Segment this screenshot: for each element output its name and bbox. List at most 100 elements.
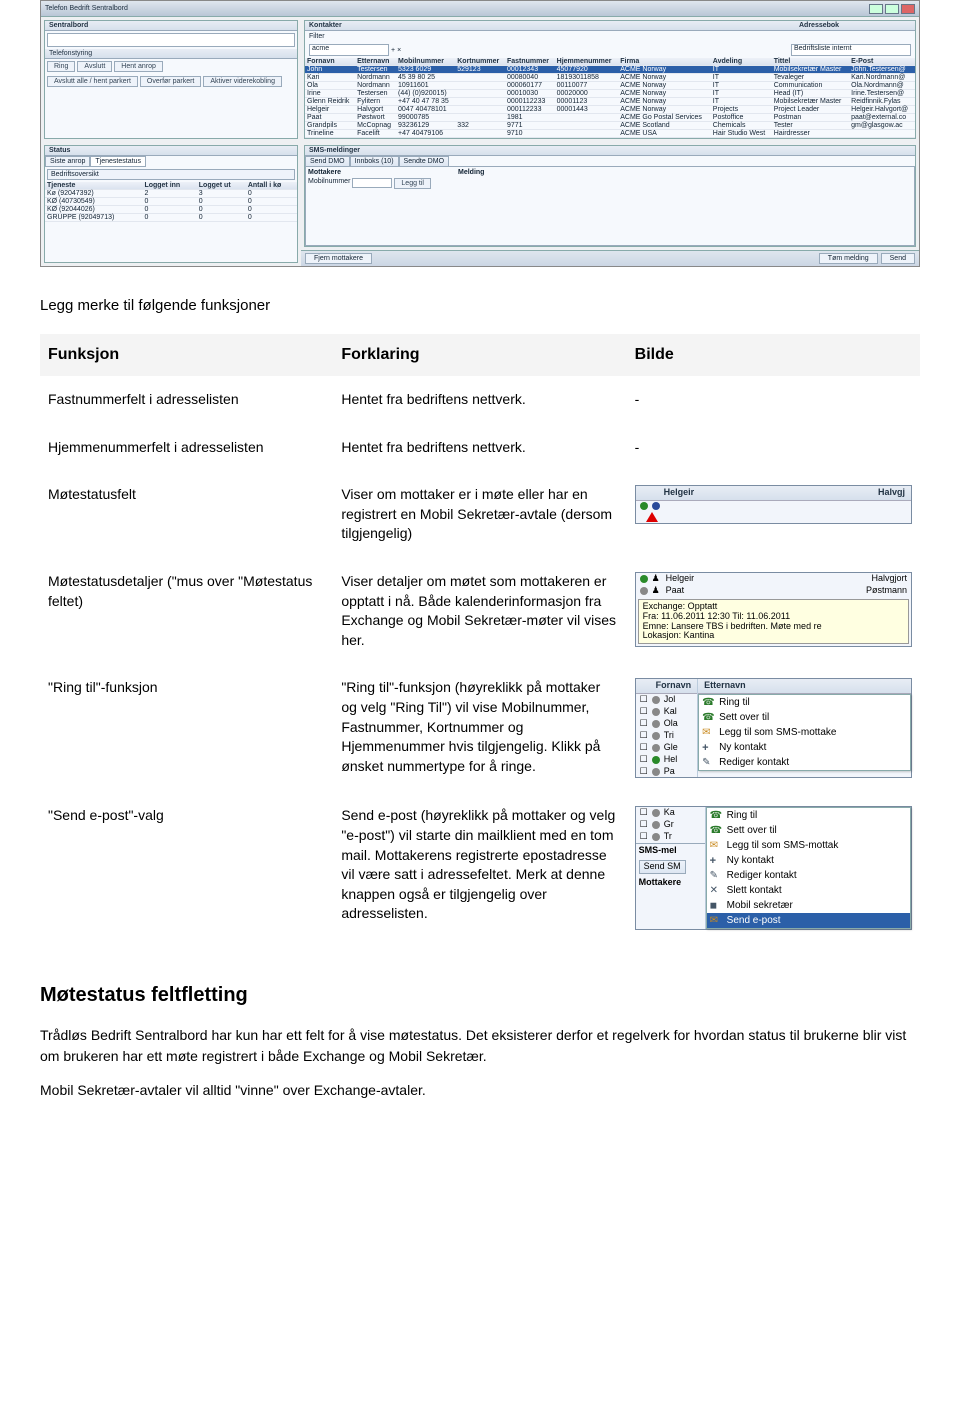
person-icon: ♟: [652, 574, 662, 584]
status-dot-icon: [652, 732, 660, 740]
list-item[interactable]: ☐Hel: [636, 754, 698, 766]
right-column: Kontakter Adressebok Filter acme + × Bed…: [301, 17, 919, 266]
funksjon-cell: Møtestatusfelt: [40, 471, 333, 558]
sms-tab[interactable]: Sendte DMO: [399, 156, 449, 166]
mail-icon: [710, 915, 722, 927]
clear-message-button[interactable]: Tøm melding: [819, 253, 878, 264]
contact-row[interactable]: OlaNordmann1091160100006017700110077ACME…: [305, 82, 915, 90]
maximize-icon[interactable]: [885, 4, 899, 14]
menu-item[interactable]: Rediger kontakt: [707, 868, 910, 883]
close-icon[interactable]: [901, 4, 915, 14]
contacts-header[interactable]: Etternavn: [355, 58, 396, 66]
phone-icon: [702, 712, 714, 724]
contact-row[interactable]: GrandpilsMcCopnag932361293329771ACME Sco…: [305, 122, 915, 130]
contact-row[interactable]: HelgeirHalvgort0047 40478101000112233000…: [305, 106, 915, 114]
call-button[interactable]: Avslutt: [77, 61, 112, 72]
contact-filter-input[interactable]: acme: [309, 44, 389, 56]
sms-tab[interactable]: Innboks (10): [350, 156, 399, 166]
queue-header: Logget ut: [197, 182, 246, 190]
list-item[interactable]: ☐Ola: [636, 718, 698, 730]
status-dot-icon: [640, 502, 648, 510]
sms-number-input[interactable]: [352, 178, 392, 188]
contacts-header[interactable]: Fastnummer: [505, 58, 555, 66]
intro-text: Legg merke til følgende funksjoner: [40, 297, 920, 314]
phone-icon: [710, 810, 722, 822]
contact-row[interactable]: IrineTestersen(44) (0)920015)00010030000…: [305, 90, 915, 98]
call-button[interactable]: Avslutt alle / hent parkert: [47, 76, 138, 87]
contacts-header[interactable]: Fornavn: [305, 58, 355, 66]
call-button[interactable]: Hent anrop: [114, 61, 163, 72]
menu-item[interactable]: Sett over til: [707, 823, 910, 838]
sms-tab[interactable]: Send DMO: [305, 156, 350, 166]
menu-item[interactable]: Ring til: [699, 695, 910, 710]
contact-row[interactable]: PaatPøstwort990007851981ACME Go Postal S…: [305, 114, 915, 122]
contact-row[interactable]: JohnTestersen5323 6029529123000123434507…: [305, 66, 915, 74]
list-item[interactable]: ☐Gle: [636, 742, 698, 754]
search-input[interactable]: [47, 33, 295, 47]
sms-leggtil-button[interactable]: Legg til: [394, 178, 431, 189]
status-dot-icon: [652, 833, 660, 841]
menu-item[interactable]: Ny kontakt: [699, 740, 910, 755]
filter-label: Filter: [309, 33, 325, 40]
contacts-header[interactable]: Firma: [618, 58, 711, 66]
menu-item[interactable]: Send e-post: [707, 913, 910, 928]
sms-tab[interactable]: Send SM: [639, 860, 686, 874]
clear-recipients-button[interactable]: Fjern mottakere: [305, 253, 372, 264]
list-item[interactable]: ☐Pa: [636, 766, 698, 778]
menu-item[interactable]: Ring til: [707, 808, 910, 823]
status-toolbar[interactable]: Bedriftsoversikt: [47, 169, 295, 180]
menu-item[interactable]: Rediger kontakt: [699, 755, 910, 770]
call-button[interactable]: Overfør parkert: [140, 76, 201, 87]
sms-body: Mottakere Mobilnummer Legg til Melding: [305, 166, 915, 246]
adressebok-select[interactable]: Bedriftsliste internt: [791, 44, 911, 56]
col-forklaring: Forklaring: [333, 334, 626, 376]
queue-header: Logget inn: [142, 182, 196, 190]
filter-clear-icon[interactable]: ×: [397, 47, 401, 54]
status-tab[interactable]: Tjenestestatus: [90, 156, 146, 167]
mottakere-label: Mottakere: [636, 876, 705, 890]
contacts-header[interactable]: Avdeling: [711, 58, 772, 66]
queue-row: Kø (92047392)230: [45, 189, 297, 197]
call-buttons: RingAvsluttHent anrop: [45, 59, 297, 74]
list-item[interactable]: ☐Gr: [636, 819, 705, 831]
thumb-ringtil: Fornavn ☐Jol☐Kal☐Ola☐Tri☐Gle☐Hel☐Pa Ette…: [635, 678, 912, 778]
panel-title: Sentralbord: [45, 21, 297, 31]
table-row: "Ring til"-funksjon "Ring til"-funksjon …: [40, 664, 920, 792]
menu-item[interactable]: Slett kontakt: [707, 883, 910, 898]
contacts-header[interactable]: E-Post: [849, 58, 915, 66]
status-dot-icon: [652, 756, 660, 764]
status-dot-icon: [652, 768, 660, 776]
table-row: Møtestatusdetaljer ("mus over "Møtestatu…: [40, 558, 920, 664]
menu-item[interactable]: Ny kontakt: [707, 853, 910, 868]
thumb-motestatus-details: ♟ Helgeir Halvgjort ♟ Paat Pøstmann Exch…: [635, 572, 912, 647]
menu-item[interactable]: Mobil sekretær: [707, 898, 910, 913]
contact-row[interactable]: Glenn ReidrikFylitern+47 40 47 78 350000…: [305, 98, 915, 106]
sentralbord-screenshot: Telefon Bedrift Sentralbord Sentralbord …: [40, 0, 920, 267]
contacts-header[interactable]: Mobilnummer: [396, 58, 455, 66]
call-button[interactable]: Ring: [47, 61, 75, 72]
menu-item[interactable]: Legg til som SMS-mottak: [707, 838, 910, 853]
menu-item[interactable]: Sett over til: [699, 710, 910, 725]
menu-item[interactable]: Legg til som SMS-mottake: [699, 725, 910, 740]
queue-row: GRUPPE (92049713)000: [45, 213, 297, 221]
list-item[interactable]: ☐Jol: [636, 694, 698, 706]
call-button[interactable]: Aktiver viderekobling: [203, 76, 282, 87]
list-item[interactable]: ☐Tr: [636, 831, 705, 843]
minimize-icon[interactable]: [869, 4, 883, 14]
status-tab[interactable]: Siste anrop: [45, 156, 90, 167]
send-button[interactable]: Send: [881, 253, 915, 264]
list-item[interactable]: ☐Tri: [636, 730, 698, 742]
funksjon-cell: "Send e-post"-valg: [40, 792, 333, 944]
detail-role: Halvgjort: [871, 574, 907, 584]
table-row: Hjemmenummerfelt i adresselisten Hentet …: [40, 424, 920, 472]
list-item[interactable]: ☐Ka: [636, 807, 705, 819]
contacts-header[interactable]: Kortnummer: [455, 58, 505, 66]
list-item[interactable]: ☐Kal: [636, 706, 698, 718]
contacts-header[interactable]: Hjemmenummer: [555, 58, 619, 66]
status-dot-icon: [652, 708, 660, 716]
contact-row[interactable]: KariNordmann45 39 80 2500080040181930118…: [305, 74, 915, 82]
filter-add-icon[interactable]: +: [391, 47, 395, 54]
queue-table: TjenesteLogget innLogget utAntall i køKø…: [45, 182, 297, 222]
contact-row[interactable]: TrinelineFacelift+47 404791069710ACME US…: [305, 130, 915, 138]
contacts-header[interactable]: Tittel: [772, 58, 849, 66]
